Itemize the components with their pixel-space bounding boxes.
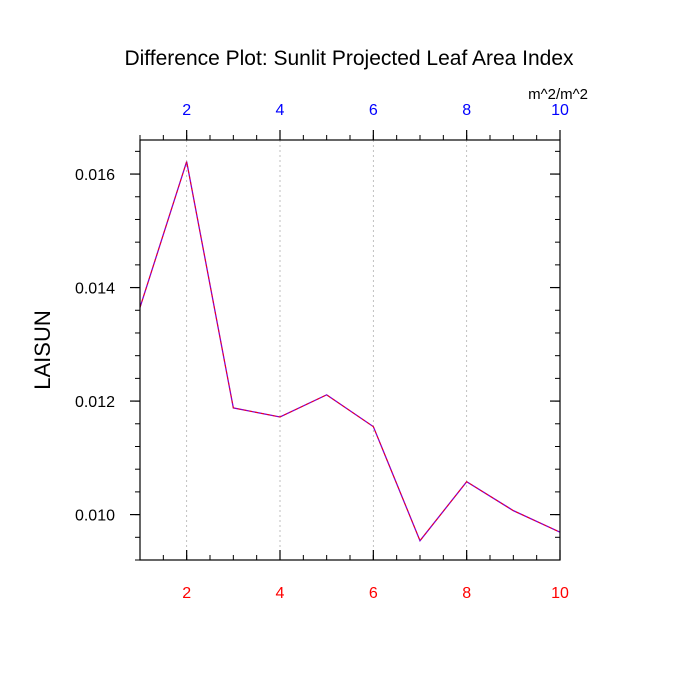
x-tick-label-top: 4 [276,102,285,119]
x-tick-label-top: 6 [369,102,378,119]
minor-ticks [135,135,561,561]
y-tick-label: 0.016 [75,167,115,184]
plot-frame [139,139,561,561]
units-label: m^2/m^2 [528,86,588,103]
y-axis-label: LAISUN [30,310,55,389]
y-tick-label: 0.014 [75,281,115,298]
series-layer [139,161,561,542]
major-ticks [130,130,561,560]
y-tick-label: 0.010 [75,508,115,525]
x-tick-label-top: 10 [551,102,569,119]
x-tick-label-bottom: 6 [369,585,378,602]
series-line [139,161,561,542]
chart-title: Difference Plot: Sunlit Projected Leaf A… [124,47,574,70]
x-tick-label-top: 2 [182,102,191,119]
tick-labels: 2 2 4 4 6 6 8 8 10 10 0.010 0.012 0.014 0.016 [75,102,569,602]
x-tick-label-bottom: 4 [276,585,285,602]
series-line-dash [139,161,561,542]
y-tick-label: 0.012 [75,394,115,411]
x-tick-label-bottom: 10 [551,585,569,602]
x-tick-label-top: 8 [462,102,471,119]
x-tick-label-bottom: 8 [462,585,471,602]
grid-lines [186,140,468,560]
x-tick-label-bottom: 2 [182,585,191,602]
